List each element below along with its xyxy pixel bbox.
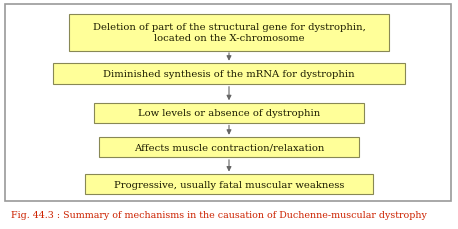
Text: Low levels or absence of dystrophin: Low levels or absence of dystrophin [138,109,320,118]
FancyBboxPatch shape [99,138,359,158]
FancyBboxPatch shape [53,64,405,85]
Text: Deletion of part of the structural gene for dystrophin,
located on the X-chromos: Deletion of part of the structural gene … [93,23,365,43]
Text: Diminished synthesis of the mRNA for dystrophin: Diminished synthesis of the mRNA for dys… [103,70,355,79]
FancyBboxPatch shape [94,103,364,123]
FancyBboxPatch shape [5,5,451,202]
Text: Affects muscle contraction/relaxation: Affects muscle contraction/relaxation [134,143,324,152]
Text: Fig. 44.3 : Summary of mechanisms in the causation of Duchenne-muscular dystroph: Fig. 44.3 : Summary of mechanisms in the… [11,210,427,219]
FancyBboxPatch shape [85,174,373,194]
FancyBboxPatch shape [69,15,389,51]
Text: Progressive, usually fatal muscular weakness: Progressive, usually fatal muscular weak… [114,180,344,189]
